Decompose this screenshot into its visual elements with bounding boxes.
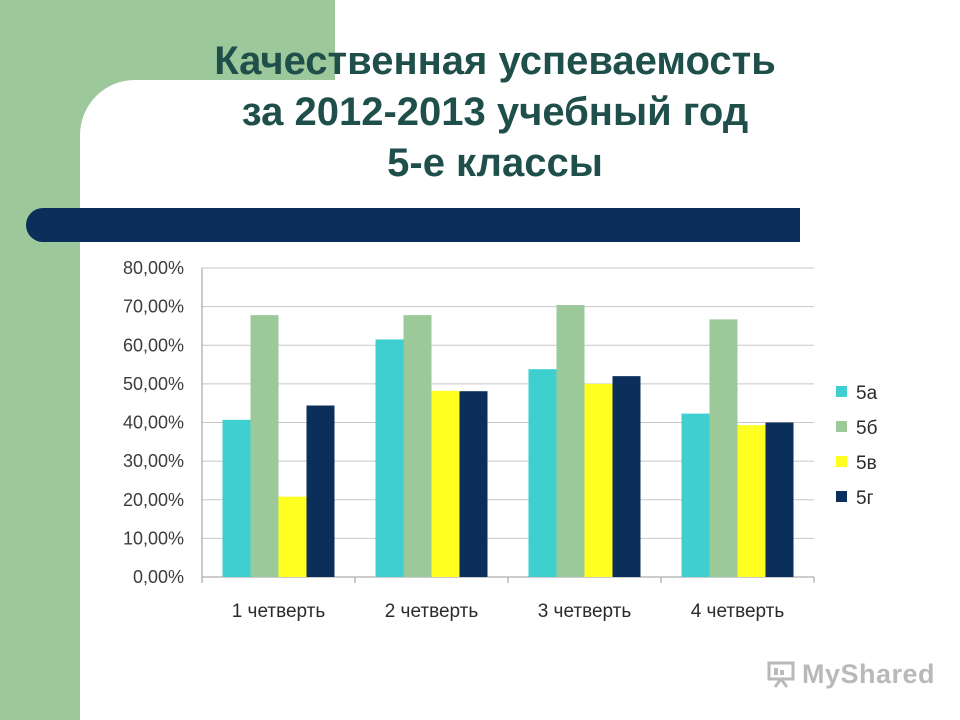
bar-5б-4: [709, 319, 738, 577]
bar-5г-4: [765, 422, 794, 577]
y-tick-label: 50,00%: [123, 374, 184, 394]
title-divider-bar: [26, 208, 800, 242]
legend-label-5г: 5г: [856, 488, 874, 509]
legend-swatch-5а: [836, 386, 847, 397]
y-tick-label: 0,00%: [133, 567, 184, 587]
bar-5в-2: [431, 390, 460, 577]
bar-5а-1: [222, 419, 251, 577]
x-category-label: 3 четверть: [538, 601, 632, 622]
slide-title-line-1: Качественная успеваемость: [214, 39, 776, 83]
y-tick-label: 30,00%: [123, 451, 184, 471]
legend-swatch-5г: [836, 491, 847, 502]
bar-5в-3: [584, 383, 613, 577]
bar-5б-1: [250, 315, 279, 577]
legend-swatch-5б: [836, 421, 847, 432]
slide-title-line-3: 5-е классы: [387, 141, 603, 185]
legend-label-5в: 5в: [856, 453, 877, 474]
y-tick-label: 40,00%: [123, 413, 184, 433]
legend-label-5а: 5а: [856, 383, 878, 404]
bar-5г-1: [306, 405, 335, 577]
bar-5а-3: [528, 369, 557, 577]
x-category-label: 4 четверть: [691, 601, 785, 622]
legend-label-5б: 5б: [856, 418, 878, 439]
bar-5г-3: [612, 376, 641, 577]
slide-title-line-2: за 2012-2013 учебный год: [241, 90, 749, 134]
presentation-board-icon: [767, 661, 795, 688]
bar-5г-2: [459, 391, 488, 577]
bar-5а-2: [375, 339, 404, 577]
background-green-strip: [0, 0, 80, 720]
bar-5а-4: [681, 413, 710, 577]
watermark-logo: MyShared: [766, 656, 935, 692]
bar-5в-1: [278, 496, 307, 577]
y-tick-label: 60,00%: [123, 335, 184, 355]
bar-5б-2: [403, 315, 432, 577]
background-white-top: [335, 0, 960, 80]
x-category-label: 1 четверть: [232, 601, 326, 622]
legend-swatch-5в: [836, 456, 847, 467]
y-tick-label: 70,00%: [123, 297, 184, 317]
y-tick-label: 80,00%: [123, 258, 184, 278]
y-tick-label: 20,00%: [123, 490, 184, 510]
background-white-panel: [80, 80, 960, 720]
x-category-label: 2 четверть: [385, 601, 479, 622]
y-tick-label: 10,00%: [123, 528, 184, 548]
bar-5в-4: [737, 425, 766, 577]
bar-5б-3: [556, 305, 585, 577]
watermark-text: MyShared: [802, 658, 936, 689]
